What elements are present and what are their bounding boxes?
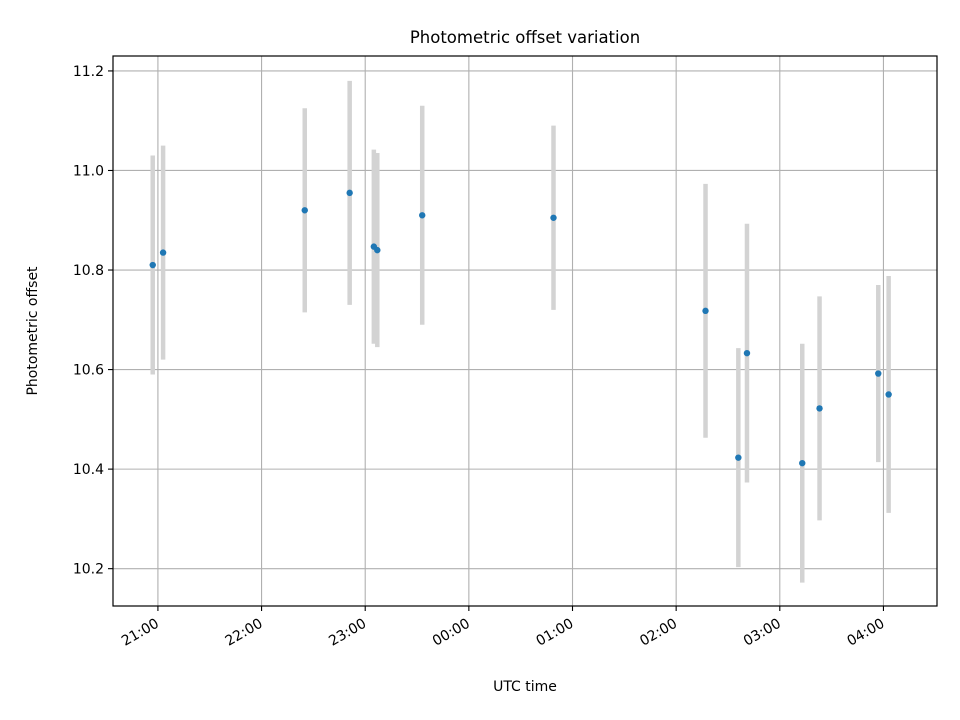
y-axis-ticks: 10.2 10.4 10.6 10.8 11.0 11.2 <box>73 64 113 578</box>
data-point <box>735 454 742 461</box>
data-point <box>419 212 426 219</box>
data-point <box>816 405 823 412</box>
data-point <box>374 246 381 254</box>
y-tick-label: 10.2 <box>73 562 104 578</box>
x-axis-label: UTC time <box>493 679 557 695</box>
grid <box>113 56 937 606</box>
y-tick-label: 11.0 <box>73 163 104 179</box>
data-point <box>159 249 167 256</box>
data-point <box>875 370 882 377</box>
data-point <box>743 349 751 357</box>
data-point <box>550 214 557 221</box>
data-point <box>149 261 156 269</box>
data-point <box>885 391 892 398</box>
data-points <box>149 189 892 467</box>
chart-title: Photometric offset variation <box>410 28 640 47</box>
data-point <box>799 459 806 467</box>
y-tick-label: 10.8 <box>73 263 104 279</box>
y-tick-label: 10.4 <box>73 462 104 478</box>
y-axis-label: Photometric offset <box>25 266 41 396</box>
plot-frame <box>112 55 938 607</box>
data-point <box>346 189 353 197</box>
data-point <box>702 307 709 315</box>
y-tick-label: 11.2 <box>73 64 104 80</box>
data-point <box>301 207 308 214</box>
y-tick-label: 10.6 <box>73 363 104 379</box>
